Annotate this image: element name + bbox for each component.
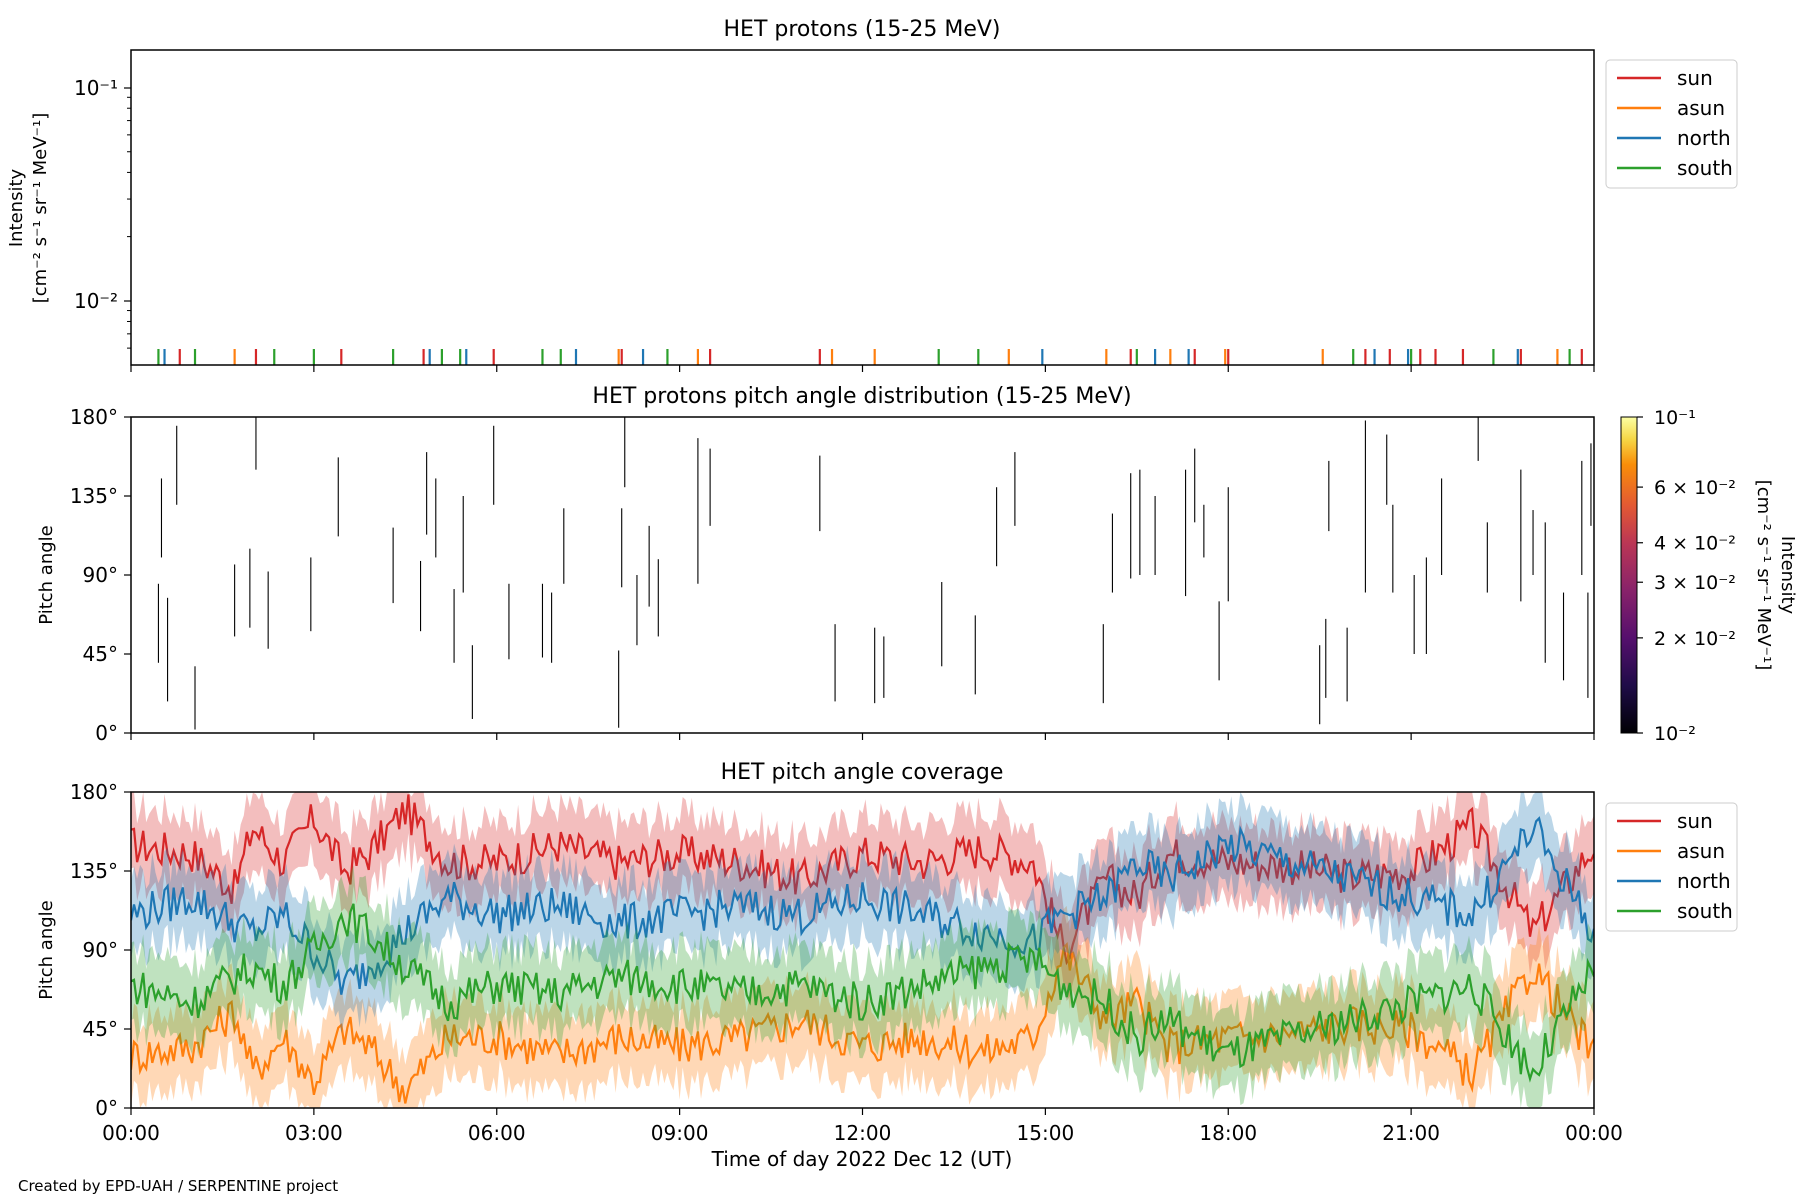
panel1-ylabel-title: Intensity (6, 168, 27, 247)
panel2-ytick-label: 135° (70, 484, 118, 508)
legend-label-sun: sun (1677, 809, 1713, 833)
colorbar-tick-label: 3 × 10⁻² (1654, 572, 1736, 594)
panel2-yaxis: 0° 45° 90° 135° 180° (70, 405, 131, 745)
panel2-ylabel: Pitch angle (36, 525, 57, 624)
colorbar-label-units: [cm⁻² s⁻¹ sr⁻¹ MeV⁻¹] (1753, 480, 1774, 671)
legend-frame (1605, 59, 1738, 189)
coverage-line-sun (131, 794, 1594, 966)
colorbar-label: Intensity [cm⁻² s⁻¹ sr⁻¹ MeV⁻¹] (1753, 480, 1798, 671)
colorbar-label-title: Intensity (1777, 536, 1798, 615)
coverage-band-sun (131, 792, 1594, 1001)
colorbar-tick-label: 4 × 10⁻² (1654, 533, 1736, 555)
legend-label-sun: sun (1677, 66, 1713, 90)
legend-label-asun: asun (1677, 839, 1725, 863)
legend-label-north: north (1677, 869, 1731, 893)
panel2-marks (157, 417, 1592, 730)
coverage-band-asun (131, 905, 1594, 1108)
panel3-title: HET pitch angle coverage (721, 760, 1004, 785)
x-tick-label: 00:00 (1565, 1121, 1623, 1145)
x-axis-ticks: 00:00 03:00 06:00 09:00 12:00 15:00 18:00 21:00… (102, 365, 1623, 1145)
panel1-yaxis: 10⁻¹ 10⁻² (74, 76, 131, 349)
colorbar-tick-label: 6 × 10⁻² (1654, 477, 1736, 499)
legend-frame (1605, 802, 1738, 932)
panel3-ylabel: Pitch angle (36, 900, 57, 999)
panel3-legend: sun asun north south (1605, 802, 1738, 932)
panel2-ytick-label: 0° (95, 721, 118, 745)
x-tick-label: 00:00 (102, 1121, 160, 1145)
legend-label-south: south (1677, 156, 1733, 180)
panel3-marks (131, 792, 1594, 1108)
panel1-ylabel: Intensity [cm⁻² s⁻¹ sr⁻¹ MeV⁻¹] (6, 113, 51, 304)
panel1-title: HET protons (15-25 MeV) (724, 17, 1001, 42)
panel2-ytick-label: 180° (70, 405, 118, 429)
colorbar-ticks: 10⁻¹ 6 × 10⁻² 4 × 10⁻² 3 × 10⁻² 2 × 10⁻² 10⁻² (1637, 407, 1736, 745)
coverage-line-north (131, 816, 1594, 995)
panel3-yaxis: 0° 45° 90° 135° 180° (70, 780, 131, 1120)
panel1-ytick-label: 10⁻² (74, 289, 118, 313)
legend-label-south: south (1677, 899, 1733, 923)
panel1-ytick-label: 10⁻¹ (74, 76, 118, 100)
panel3-ytick-label: 45° (83, 1017, 118, 1041)
x-tick-label: 03:00 (285, 1121, 343, 1145)
panel1-legend: sun asun north south (1605, 59, 1738, 189)
x-tick-label: 06:00 (468, 1121, 526, 1145)
credit-text: Created by EPD-UAH / SERPENTINE project (18, 1177, 338, 1195)
panel2-title: HET protons pitch angle distribution (15… (592, 384, 1131, 409)
x-tick-label: 18:00 (1199, 1121, 1257, 1145)
x-tick-label: 09:00 (651, 1121, 709, 1145)
panel3-ytick-label: 180° (70, 780, 118, 804)
panel1-marks (157, 349, 1583, 365)
colorbar-tick-label: 10⁻² (1654, 723, 1696, 745)
panel3-ytick-label: 135° (70, 859, 118, 883)
panel1-frame (130, 49, 1595, 366)
panel2-ytick-label: 45° (83, 642, 118, 666)
x-tick-label: 12:00 (834, 1121, 892, 1145)
legend-label-north: north (1677, 126, 1731, 150)
coverage-line-south (131, 903, 1594, 1083)
legend-label-asun: asun (1677, 96, 1725, 120)
colorbar-tick-label: 2 × 10⁻² (1654, 628, 1736, 650)
x-tick-label: 21:00 (1382, 1121, 1440, 1145)
panel2-ytick-label: 90° (83, 563, 118, 587)
x-tick-label: 15:00 (1017, 1121, 1075, 1145)
x-axis-label: Time of day 2022 Dec 12 (UT) (711, 1147, 1013, 1171)
colorbar (1620, 416, 1638, 734)
panel3-ytick-label: 90° (83, 938, 118, 962)
panel3-ytick-label: 0° (95, 1096, 118, 1120)
panel1-ylabel-units: [cm⁻² s⁻¹ sr⁻¹ MeV⁻¹] (30, 113, 51, 304)
colorbar-tick-label: 10⁻¹ (1654, 407, 1696, 429)
panel2-frame (130, 416, 1595, 734)
